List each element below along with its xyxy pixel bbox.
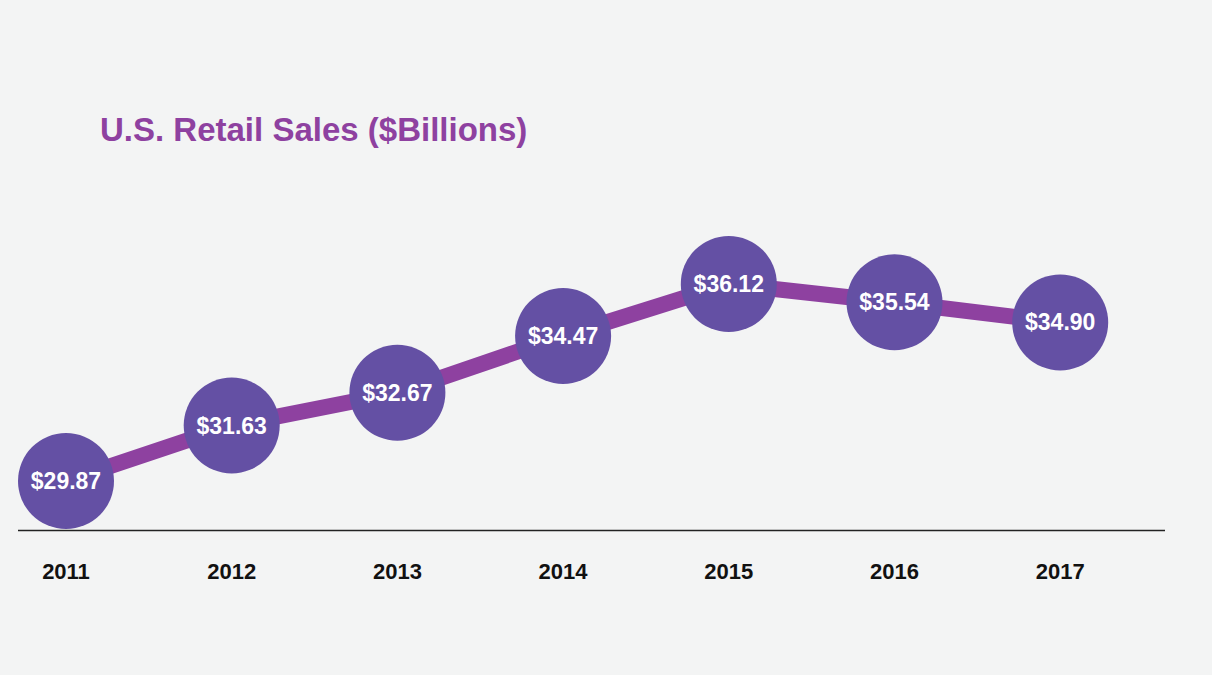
- x-tick-label: 2013: [373, 559, 422, 584]
- line: [66, 284, 1060, 481]
- data-label: $34.47: [528, 323, 598, 349]
- marker: [847, 254, 943, 350]
- marker: [1012, 274, 1108, 370]
- data-label: $34.90: [1025, 309, 1095, 335]
- data-label: $36.12: [694, 271, 764, 297]
- x-tick-label: 2017: [1036, 559, 1085, 584]
- marker: [18, 433, 114, 529]
- data-label: $31.63: [197, 413, 267, 439]
- x-tick-label: 2014: [539, 559, 589, 584]
- marker: [349, 345, 445, 441]
- plot-marks: [18, 236, 1108, 529]
- data-label: $32.67: [362, 380, 432, 406]
- x-tick-label: 2015: [704, 559, 753, 584]
- title: U.S. Retail Sales ($Billions): [100, 111, 527, 148]
- marker: [184, 378, 280, 474]
- marker: [681, 236, 777, 332]
- data-label: $29.87: [31, 468, 101, 494]
- marker: [515, 288, 611, 384]
- x-tick-label: 2012: [207, 559, 256, 584]
- x-axis: [18, 530, 1165, 532]
- chart: U.S. Retail Sales ($Billions) 2011 2012 201…: [0, 0, 1212, 675]
- background: [0, 0, 1212, 675]
- x-tick-label: 2011: [42, 559, 90, 584]
- data-label: $35.54: [859, 289, 930, 315]
- x-tick-label: 2016: [870, 559, 919, 584]
